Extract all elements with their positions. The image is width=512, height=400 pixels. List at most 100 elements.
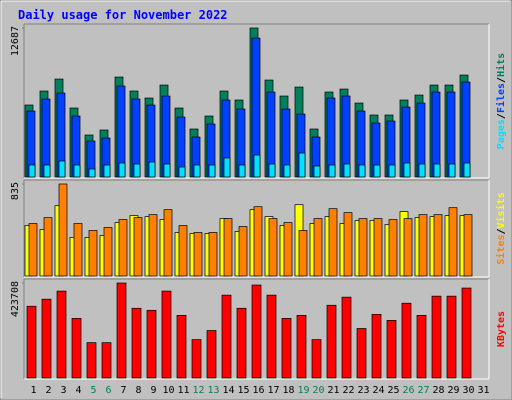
- bar: [163, 209, 173, 277]
- bar: [281, 318, 292, 379]
- legend: Sites/Visits: [495, 192, 507, 264]
- bar: [101, 342, 112, 379]
- x-tick-label: 20: [312, 385, 324, 396]
- bar: [416, 314, 427, 379]
- bar: [268, 218, 278, 277]
- bar: [326, 304, 337, 379]
- x-tick-label: 15: [237, 385, 249, 396]
- x-tick-label: 8: [135, 385, 141, 396]
- bar: [238, 164, 246, 178]
- x-tick-label: 27: [417, 385, 429, 396]
- bar: [418, 163, 426, 178]
- x-tick-label: 6: [105, 385, 111, 396]
- bar: [253, 154, 261, 178]
- bar: [403, 218, 413, 277]
- bar: [58, 183, 68, 277]
- bar: [178, 166, 186, 178]
- bar: [73, 164, 81, 178]
- bar: [343, 163, 351, 178]
- bar: [118, 162, 126, 178]
- legend-entry: Sites: [495, 235, 507, 265]
- bar: [463, 162, 471, 178]
- bar: [28, 164, 36, 178]
- x-tick-label: 16: [252, 385, 264, 396]
- bar: [116, 282, 127, 379]
- bar: [448, 207, 458, 277]
- bar: [313, 165, 321, 178]
- bar: [371, 313, 382, 379]
- legend-separator: /: [496, 113, 507, 119]
- legend-entry: Hits: [495, 53, 507, 77]
- bar: [208, 164, 216, 178]
- bar: [86, 342, 97, 379]
- bar: [253, 206, 263, 277]
- bar: [236, 307, 247, 379]
- bar: [283, 222, 293, 277]
- bar: [133, 163, 141, 178]
- bar: [178, 225, 188, 277]
- bar: [176, 314, 187, 379]
- legend-separator: /: [496, 77, 507, 83]
- bar: [73, 223, 83, 277]
- y-tick-label: 835: [10, 182, 21, 200]
- x-tick-label: 9: [150, 385, 156, 396]
- bar: [403, 162, 411, 178]
- x-tick-label: 29: [447, 385, 459, 396]
- bar: [146, 309, 157, 379]
- bar: [356, 328, 367, 379]
- x-tick-label: 11: [177, 385, 189, 396]
- x-tick-label: 3: [60, 385, 66, 396]
- bar: [133, 217, 143, 277]
- x-tick-label: 2: [45, 385, 51, 396]
- x-tick-label: 17: [267, 385, 279, 396]
- bar: [41, 298, 52, 379]
- bar: [388, 219, 398, 277]
- bar: [238, 226, 248, 277]
- bar: [208, 232, 218, 277]
- x-tick-label: 14: [222, 385, 234, 396]
- bar: [388, 164, 396, 178]
- bar: [313, 218, 323, 277]
- bar: [148, 161, 156, 178]
- bar: [26, 305, 37, 379]
- bar: [343, 212, 353, 277]
- bar: [56, 290, 67, 379]
- bar: [266, 294, 277, 379]
- bar: [28, 223, 38, 277]
- x-tick-label: 26: [402, 385, 414, 396]
- bar: [118, 219, 128, 277]
- bar: [43, 164, 51, 178]
- x-tick-label: 24: [372, 385, 384, 396]
- x-tick-label: 21: [327, 385, 339, 396]
- bar: [358, 218, 368, 277]
- bar: [131, 307, 142, 379]
- legend: KBytes: [496, 311, 507, 347]
- x-tick-label: 5: [90, 385, 96, 396]
- x-tick-label: 22: [342, 385, 354, 396]
- bar: [298, 152, 306, 178]
- bar: [223, 157, 231, 178]
- bar: [223, 218, 233, 277]
- bar: [461, 287, 472, 379]
- x-tick-label: 7: [120, 385, 126, 396]
- chart-title: Daily usage for November 2022: [18, 8, 228, 22]
- x-tick-label: 31: [477, 385, 489, 396]
- x-tick-label: 10: [162, 385, 174, 396]
- bar: [103, 227, 113, 277]
- x-tick-label: 23: [357, 385, 369, 396]
- y-tick-label: 12687: [10, 26, 21, 56]
- x-tick-label: 19: [297, 385, 309, 396]
- x-tick-label: 1: [30, 385, 36, 396]
- bar: [163, 163, 171, 178]
- x-tick-label: 30: [462, 385, 474, 396]
- x-tick-label: 13: [207, 385, 219, 396]
- bar: [431, 295, 442, 379]
- bar: [296, 314, 307, 379]
- bar: [221, 294, 232, 379]
- bar: [283, 164, 291, 178]
- x-tick-label: 28: [432, 385, 444, 396]
- bar: [103, 164, 111, 178]
- y-tick-label: 423708: [10, 281, 21, 317]
- bar: [373, 164, 381, 178]
